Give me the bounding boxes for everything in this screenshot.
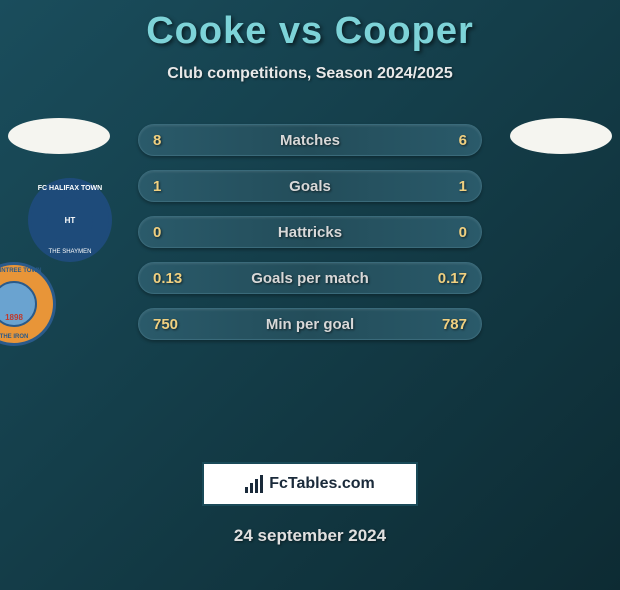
halifax-text-bottom: THE SHAYMEN (49, 249, 92, 255)
stat-row-min-per-goal: 750 Min per goal 787 (138, 308, 482, 340)
stat-left-value: 0.13 (153, 270, 193, 287)
stat-row-matches: 8 Matches 6 (138, 124, 482, 156)
halifax-inner-icon: HT (47, 197, 93, 243)
fctables-attribution[interactable]: FcTables.com (202, 462, 418, 506)
fctables-text: FcTables.com (269, 475, 375, 493)
stat-right-value: 0.17 (427, 270, 467, 287)
stat-row-goals: 1 Goals 1 (138, 170, 482, 202)
halifax-text-top: FC HALIFAX TOWN (38, 185, 102, 192)
stat-label: Hattricks (278, 224, 342, 241)
stat-rows-container: 8 Matches 6 1 Goals 1 0 Hattricks 0 0.13… (138, 124, 482, 354)
stat-right-value: 1 (427, 178, 467, 195)
comparison-title: Cooke vs Cooper (0, 10, 620, 53)
club-badge-braintree: BRAINTREE TOWN 1898 THE IRON (0, 262, 56, 346)
player-avatar-right (510, 118, 612, 154)
stat-row-hattricks: 0 Hattricks 0 (138, 216, 482, 248)
fctables-chart-icon (245, 475, 263, 493)
comparison-date: 24 september 2024 (0, 526, 620, 546)
stat-left-value: 750 (153, 316, 193, 333)
stat-label: Min per goal (266, 316, 354, 333)
stat-row-goals-per-match: 0.13 Goals per match 0.17 (138, 262, 482, 294)
braintree-text-bottom: THE IRON (0, 334, 28, 340)
stat-left-value: 1 (153, 178, 193, 195)
player-avatar-left (8, 118, 110, 154)
stat-right-value: 787 (427, 316, 467, 333)
club-badge-halifax: FC HALIFAX TOWN HT THE SHAYMEN (28, 178, 112, 262)
braintree-year: 1898 (5, 313, 23, 322)
stat-label: Matches (280, 132, 340, 149)
stat-left-value: 0 (153, 224, 193, 241)
stat-left-value: 8 (153, 132, 193, 149)
stat-right-value: 0 (427, 224, 467, 241)
braintree-text-top: BRAINTREE TOWN (0, 268, 41, 274)
content-area: FC HALIFAX TOWN HT THE SHAYMEN BRAINTREE… (0, 118, 620, 458)
stat-label: Goals (289, 178, 331, 195)
stat-right-value: 6 (427, 132, 467, 149)
comparison-subtitle: Club competitions, Season 2024/2025 (0, 65, 620, 83)
stat-label: Goals per match (251, 270, 369, 287)
